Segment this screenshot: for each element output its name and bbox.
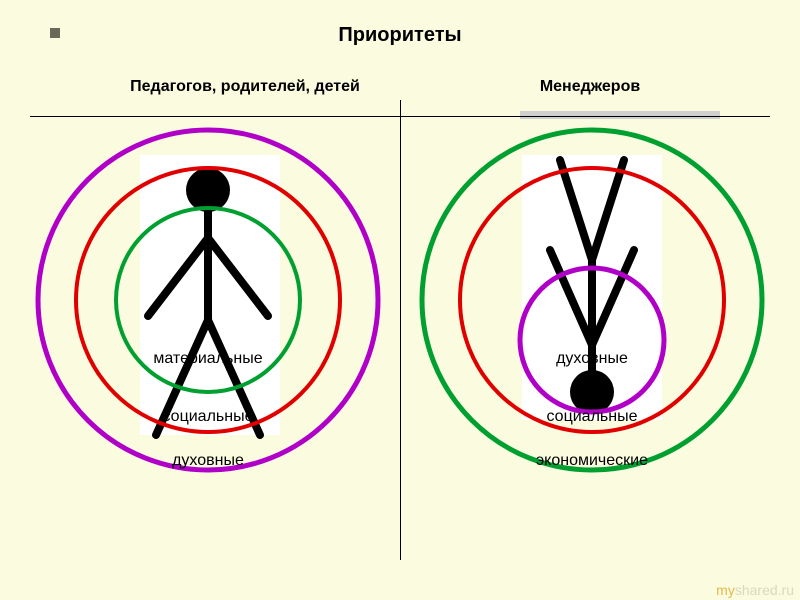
watermark: myshared.ru xyxy=(716,582,794,598)
left-ring-label-1: социальные xyxy=(108,408,308,426)
left-ring-label-2: духовные xyxy=(108,452,308,470)
diagram-stage xyxy=(0,0,800,600)
left-ring-label-0: материальные xyxy=(108,350,308,368)
watermark-prefix: my xyxy=(716,582,735,598)
watermark-rest: shared.ru xyxy=(735,582,794,598)
right-ring-label-2: экономические xyxy=(492,452,692,470)
right-ring-label-1: социальные xyxy=(492,408,692,426)
right-ring-label-0: духовные xyxy=(492,350,692,368)
